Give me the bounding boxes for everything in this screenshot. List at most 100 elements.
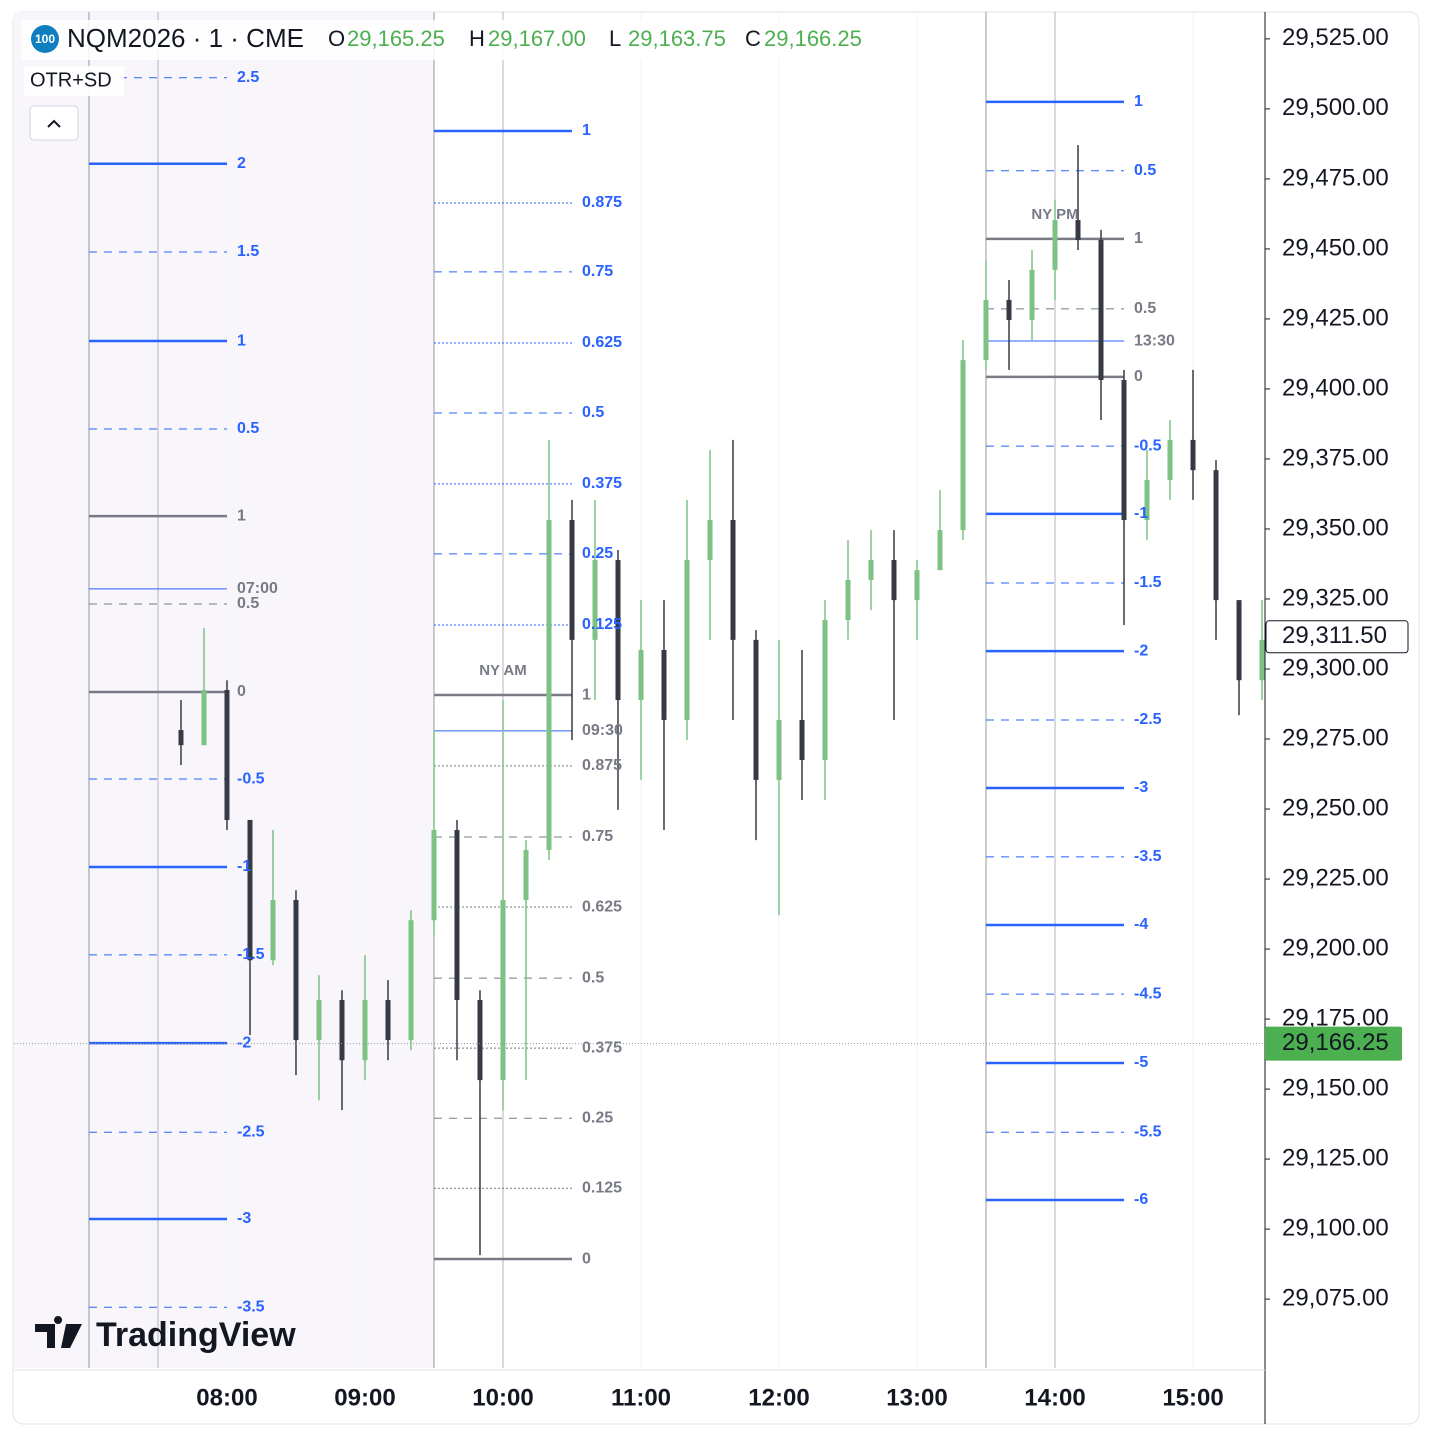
candle-body [615,560,621,701]
x-tick-label: 13:00 [886,1384,947,1411]
candle-body [1075,220,1081,240]
candle-body [960,360,966,531]
overlay-layer: 2.5 2 1.5 1 0.5 -0.5 -1 -1.5 -2 -2.5 -3 -3.5 1 0.5 0 07… [14,69,1265,1315]
candle-body [431,830,437,921]
level-label: 0.375 [582,475,622,492]
collapse-button[interactable] [29,105,79,141]
level-label: 1 [582,122,591,139]
candle-body [1121,379,1127,521]
watermark: TradingView [96,1316,296,1354]
candle-body [178,730,184,746]
candle-body [937,530,943,571]
watermark-logo [35,1316,82,1348]
level-label: -0.5 [237,770,265,787]
indicator-name[interactable]: OTR+SD [30,69,112,91]
level-label: 0.25 [582,545,613,562]
level-label: -4 [1134,916,1148,933]
candle-body [316,1000,322,1041]
level-label: -5 [1134,1054,1148,1071]
candle-body [362,1000,368,1061]
level-label: 0.5 [582,404,604,421]
candle-body [569,520,575,640]
candle-body [684,560,690,720]
level-label: 1 [1134,230,1143,247]
y-tick-label: 29,450.00 [1282,234,1389,261]
ohlc-value: 29,165.25 [347,26,445,51]
candle-body [201,690,207,746]
level-label: 0.125 [582,1179,622,1196]
level-label: 1 [582,686,591,703]
candle-body [845,579,851,620]
level-label: 0.875 [582,194,622,211]
candle-body [385,1000,391,1041]
candle-body [1006,299,1012,321]
candle-body [408,920,414,1041]
y-tick-label: 29,250.00 [1282,794,1389,821]
level-label: 0 [1134,368,1143,385]
candle-body [1052,220,1058,270]
plot-background [14,12,1194,1368]
level-label: 0 [237,683,246,700]
level-label: 0.875 [582,757,622,774]
y-tick-label: 29,075.00 [1282,1284,1389,1311]
level-label: 0.5 [582,969,604,986]
candle-body [638,649,644,701]
level-label: 0.25 [582,1109,613,1126]
level-label: -1.5 [1134,574,1162,591]
x-tick-label: 14:00 [1024,1384,1085,1411]
level-label: 1.5 [237,243,259,260]
level-label: -0.5 [1134,437,1162,454]
level-label: 0.625 [582,898,622,915]
candle-body [546,520,552,850]
candle-body [730,520,736,640]
level-label: -2.5 [237,1123,265,1140]
level-label: 0.125 [582,616,622,633]
candle-body [891,560,897,601]
axis-layer: 08:00 09:00 10:00 11:00 12:00 13:00 14:00 15:00… [196,24,1409,1411]
candle-body [1167,439,1173,480]
candle-body [868,560,874,580]
level-label: 0.5 [237,595,259,612]
x-tick-label: 10:00 [472,1384,533,1411]
last-price-box [1265,1026,1402,1061]
candle-body [592,560,598,640]
x-tick-label: 08:00 [196,1384,257,1411]
level-label: -5.5 [1134,1123,1162,1140]
level-label: 0.5 [1134,162,1156,179]
session-time-label: 09:30 [582,722,623,739]
level-label: 1 [237,332,246,349]
level-layer [88,77,1125,1308]
cursor-price-label: 29,311.50 [1282,622,1387,649]
candle-body [224,690,230,820]
candle-body [753,639,759,780]
level-label: 0 [582,1250,591,1267]
level-label: -2 [237,1034,251,1051]
candle-body [1029,269,1035,321]
candle-body [293,900,299,1041]
ohlc-legend: O 29,165.25 H 29,167.00 L 29,163.75 C 29,166.25 [328,26,862,51]
candle-body [1213,470,1219,601]
y-tick-label: 29,425.00 [1282,304,1389,331]
candle-body [1144,479,1150,521]
level-label: -2.5 [1134,711,1162,728]
badge-text: 100 [35,32,55,46]
indicator-bg [24,66,124,96]
candle-body [661,649,667,720]
level-label: -6 [1134,1191,1148,1208]
x-tick-label: 09:00 [334,1384,395,1411]
x-tick-label: 15:00 [1162,1384,1223,1411]
level-label: -1 [1134,505,1148,522]
level-label: -2 [1134,642,1148,659]
level-label: 2.5 [237,69,259,86]
x-tick-label: 12:00 [748,1384,809,1411]
level-label: -1 [237,858,251,875]
candle-body [523,849,529,901]
last-price-label: 29,166.25 [1282,1029,1389,1056]
y-tick-label: 29,350.00 [1282,514,1389,541]
ohlc-key: C [745,26,761,51]
y-tick-label: 29,150.00 [1282,1074,1389,1101]
candle-body [1236,600,1242,681]
candle-body [500,900,506,1081]
candle-body [477,1000,483,1081]
